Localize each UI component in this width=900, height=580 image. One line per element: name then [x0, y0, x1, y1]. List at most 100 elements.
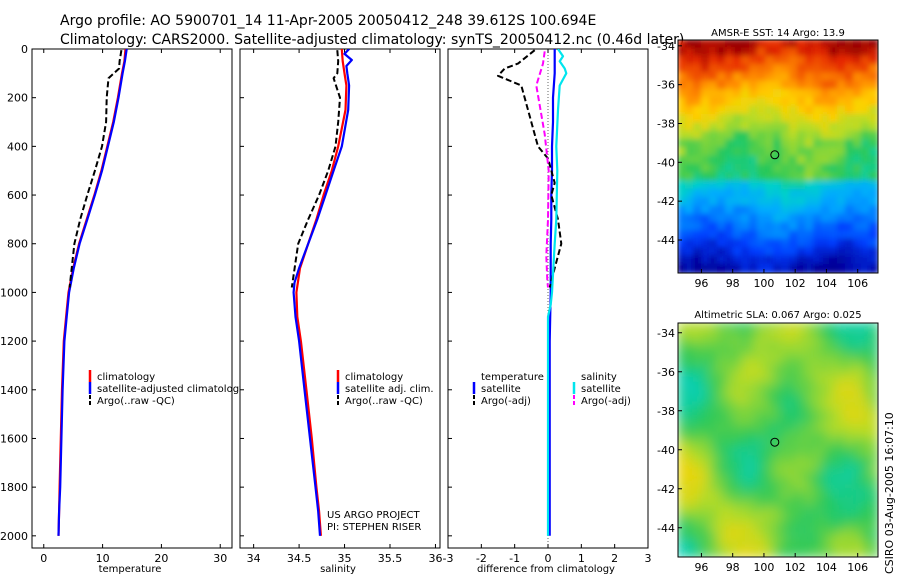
temperature-legend: climatology satellite-adjusted climatolo…	[88, 370, 245, 407]
map-cell	[869, 380, 878, 391]
map-cell	[829, 464, 839, 475]
map-cell	[678, 480, 687, 492]
map-cell	[749, 255, 759, 266]
map-cell	[685, 447, 695, 458]
map-cell	[821, 330, 831, 341]
map-cell	[765, 172, 775, 183]
map-cell	[789, 530, 799, 542]
map-cell	[813, 255, 823, 266]
map-cell	[733, 163, 743, 175]
map-cell	[797, 155, 807, 166]
map-cell	[701, 122, 711, 133]
map-cell	[869, 180, 878, 191]
map-cell	[773, 347, 783, 358]
series-line-argo-raw-qc	[290, 50, 341, 288]
map-cell	[805, 205, 815, 216]
map-cell	[733, 439, 743, 450]
map-cell	[733, 363, 743, 375]
map-cell	[709, 514, 719, 525]
map-cell	[765, 539, 775, 550]
map-cell	[853, 489, 863, 500]
map-cell	[805, 105, 815, 116]
map-cell	[805, 130, 815, 141]
map-cell	[701, 55, 711, 66]
map-cell	[701, 222, 711, 233]
map-cell	[845, 40, 855, 50]
map-cell	[741, 405, 751, 416]
map-cell	[837, 464, 847, 475]
map-cell	[829, 447, 839, 458]
map-cell	[701, 497, 711, 508]
y-tick-label: 1400	[0, 384, 28, 397]
map-cell	[709, 72, 719, 83]
map-cell	[829, 138, 839, 150]
map-cell	[757, 47, 767, 58]
map-cell	[725, 497, 735, 508]
map-cell	[789, 238, 799, 249]
map-cell	[805, 413, 815, 425]
map-cell	[813, 55, 823, 66]
map-cell	[861, 72, 871, 83]
map-cell	[765, 547, 775, 557]
map-cell	[725, 80, 735, 91]
map-cell	[693, 338, 703, 350]
map-cell	[781, 255, 791, 266]
map-cell	[757, 355, 767, 366]
sla-map-title: Altimetric SLA: 0.067 Argo: 0.025	[694, 310, 861, 321]
map-cell	[813, 155, 823, 166]
map-cell	[693, 72, 703, 83]
difference-tick-labels: -3 -2 -1 0 1 2 3	[443, 48, 652, 565]
map-cell	[829, 323, 839, 333]
map-cell	[797, 55, 807, 66]
map-cell	[678, 355, 687, 366]
map-cell	[813, 113, 823, 125]
map-cell	[685, 172, 695, 183]
map-cell	[805, 55, 815, 66]
map-cell	[853, 439, 863, 450]
x-tick-label: 2	[611, 552, 618, 565]
map-cell	[821, 514, 831, 525]
map-cell	[869, 130, 878, 141]
map-cell	[749, 480, 759, 492]
map-cell	[749, 197, 759, 208]
map-cell	[757, 422, 767, 433]
map-cell	[693, 355, 703, 366]
map-cell	[773, 447, 783, 458]
map-cell	[813, 147, 823, 158]
map-cell	[861, 422, 871, 433]
series-line-salinity-satellite	[546, 49, 568, 536]
map-cell	[845, 472, 855, 483]
map-cell	[781, 480, 791, 492]
sla-map-frame	[677, 322, 879, 558]
map-cell	[781, 380, 791, 391]
map-cell	[765, 388, 775, 400]
map-cell	[701, 522, 711, 533]
map-cell	[869, 230, 878, 241]
map-cell	[765, 105, 775, 116]
map-cell	[789, 330, 799, 341]
map-cell	[749, 55, 759, 66]
map-cell	[701, 330, 711, 341]
map-cell	[821, 230, 831, 241]
map-cell	[678, 413, 687, 425]
map-cell	[861, 372, 871, 383]
map-cell	[845, 323, 855, 333]
map-cell	[773, 172, 783, 183]
map-cell	[853, 347, 863, 358]
map-cell	[749, 363, 759, 375]
map-cell	[709, 188, 719, 200]
map-cell	[725, 205, 735, 216]
map-cell	[845, 238, 855, 249]
map-cell	[693, 547, 703, 557]
map-x-tick-label: 98	[726, 277, 740, 290]
map-cell	[741, 355, 751, 366]
temperature-tick-labels: 0 10 20 30	[40, 49, 227, 565]
map-cell	[773, 188, 783, 200]
map-cell	[678, 338, 687, 350]
map-cell	[717, 213, 727, 225]
map-cell	[821, 422, 831, 433]
map-cell	[717, 113, 727, 125]
map-cell	[837, 105, 847, 116]
map-cell	[709, 40, 719, 50]
map-cell	[805, 338, 815, 350]
